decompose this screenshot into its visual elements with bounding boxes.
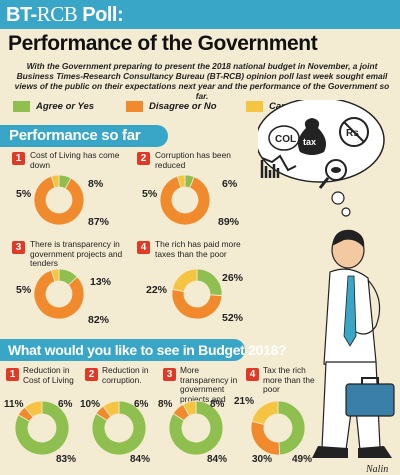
q2-text: Corruption has been reduced — [155, 150, 231, 170]
donut-slice-cannot-comment — [24, 400, 43, 418]
donut-slice-disagree-or-no — [250, 420, 281, 456]
legend-swatch-agree — [13, 101, 30, 112]
brand-poll: Poll: — [77, 4, 124, 26]
briefcase-icon — [345, 383, 395, 417]
man-tie — [343, 275, 357, 347]
thinking-man-illustration: COL tax Rs Nalin — [258, 100, 395, 475]
pct-label: 84% — [130, 454, 151, 465]
pct-label: 10% — [80, 399, 101, 410]
pct-label: 13% — [90, 276, 112, 288]
header-bar — [0, 0, 400, 29]
b3-badge: 3 — [163, 368, 176, 381]
donut-slice-disagree-or-no — [33, 175, 85, 226]
pct-label: 5% — [16, 284, 32, 296]
donut-chart-budget-4 — [250, 400, 306, 456]
donut-chart-budget-3 — [168, 400, 224, 456]
donut-slice-agree-or-yes — [14, 400, 70, 456]
legend-swatch-cannot — [246, 101, 263, 112]
pct-label: 8% — [210, 399, 225, 410]
b1-text: Reduction in Cost of Living — [23, 365, 74, 385]
brand-bt: BT- — [6, 4, 37, 26]
donut-slice-agree-or-yes — [168, 400, 224, 456]
man-hair — [332, 229, 365, 248]
donut-slice-agree-or-yes — [196, 268, 223, 296]
donut-chart-perf-3 — [33, 268, 85, 320]
q1-badge: 1 — [12, 152, 25, 165]
donut-slice-cannot-comment — [50, 268, 60, 283]
legend-swatch-disagree — [126, 101, 143, 112]
donut-slice-cannot-comment — [251, 400, 279, 425]
section-performance-title: Performance so far — [9, 127, 141, 144]
donut-slice-agree-or-yes — [91, 400, 147, 456]
pct-label: 52% — [222, 312, 244, 324]
col-text: COL — [275, 134, 296, 145]
donut-slice-disagree-or-no — [171, 288, 223, 320]
donut-slice-agree-or-yes — [277, 400, 306, 456]
section-budget-title: What would you like to see in Budget 201… — [8, 342, 287, 358]
falling-chart-icon — [261, 154, 297, 172]
pct-label: 11% — [4, 399, 24, 410]
artist-signature: Nalin — [365, 464, 388, 475]
donut-slice-cannot-comment — [176, 174, 186, 189]
pct-label: 6% — [222, 178, 238, 190]
pct-label: 87% — [88, 216, 110, 228]
legend-label-disagree: Disagree or No — [149, 101, 217, 112]
b4-badge: 4 — [246, 368, 259, 381]
donut-slice-cannot-comment — [182, 400, 197, 417]
pct-label: 8% — [158, 399, 173, 410]
brand-rcb: RCB — [36, 2, 78, 26]
rs-text: Rs — [346, 128, 359, 139]
pct-label: 8% — [88, 178, 104, 190]
donut-chart-perf-1 — [33, 174, 85, 226]
section-performance-bar — [0, 125, 168, 147]
donut-chart-perf-2 — [159, 174, 211, 226]
thought-dot-1 — [331, 191, 345, 205]
poll-brand: BT-RCB Poll: — [6, 2, 124, 27]
donut-slice-disagree-or-no — [33, 269, 85, 320]
donut-chart-budget-1 — [14, 400, 70, 456]
q3-text: There is transparency in government proj… — [30, 239, 123, 268]
col-icon — [268, 125, 300, 151]
q4-text: The rich has paid more taxes than the po… — [155, 239, 241, 259]
legend-disagree: Disagree or No — [126, 100, 217, 113]
pct-label: 30% — [252, 454, 273, 465]
q1-text: Cost of Living has come down — [30, 150, 120, 170]
donut-slice-cannot-comment — [102, 400, 120, 418]
pct-label: 6% — [58, 399, 73, 410]
pct-label: 84% — [207, 454, 228, 465]
pct-label: 26% — [222, 272, 244, 284]
pct-label: 22% — [146, 284, 168, 296]
q2-badge: 2 — [137, 152, 150, 165]
pct-label: 83% — [56, 454, 77, 465]
donut-slice-cannot-comment — [50, 174, 60, 189]
donut-slice-disagree-or-no — [159, 175, 211, 226]
man-shoe-right — [358, 446, 392, 458]
donut-chart-perf-4 — [171, 268, 223, 320]
page-title: Performance of the Government — [8, 32, 318, 55]
intro-text: With the Government preparing to present… — [14, 61, 390, 101]
b1-badge: 1 — [6, 368, 19, 381]
thought-dot-2 — [341, 207, 351, 217]
b4-text: Tax the rich more than the poor — [263, 365, 315, 394]
pct-label: 6% — [134, 399, 149, 410]
tax-bag-icon — [298, 118, 326, 155]
donut-chart-budget-2 — [91, 400, 147, 456]
q3-badge: 3 — [12, 241, 25, 254]
b2-badge: 2 — [85, 368, 98, 381]
pct-label: 21% — [234, 396, 255, 407]
pct-label: 5% — [16, 188, 32, 200]
legend-agree: Agree or Yes — [13, 100, 94, 113]
pct-label: 5% — [142, 188, 158, 200]
tax-text: tax — [303, 137, 316, 147]
donut-slice-cannot-comment — [171, 268, 198, 293]
section-budget-bar — [0, 339, 245, 361]
man-arm — [355, 279, 381, 335]
man-shoe-left — [312, 446, 348, 458]
b2-text: Reduction in corruption. — [102, 365, 149, 385]
pct-label: 89% — [218, 216, 240, 228]
legend-label-agree: Agree or Yes — [36, 101, 95, 112]
q4-badge: 4 — [137, 241, 150, 254]
pct-label: 82% — [88, 314, 110, 326]
pct-label: 49% — [292, 454, 313, 465]
